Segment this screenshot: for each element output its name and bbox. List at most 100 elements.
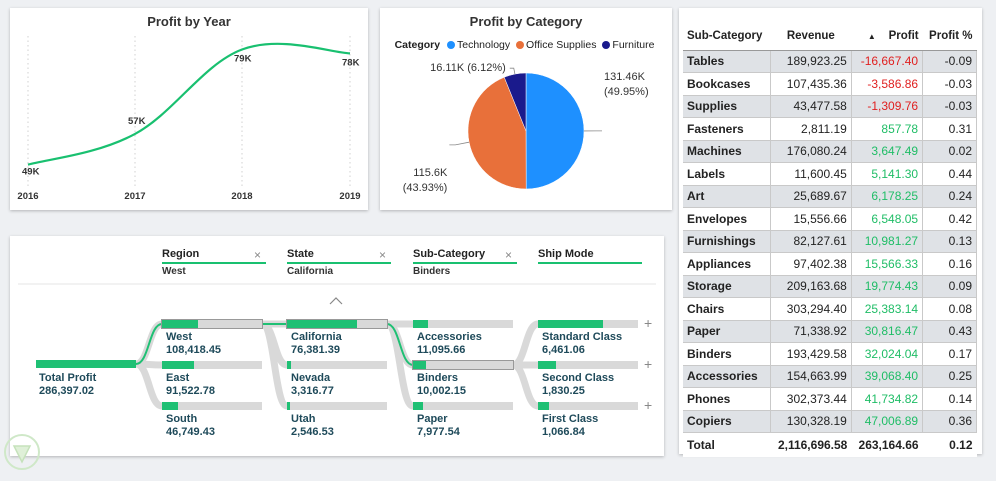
cell-revenue: 193,429.58 [769,342,852,366]
root-bar[interactable] [36,360,136,368]
node-bar[interactable] [538,320,638,328]
cell-revenue: 302,373.44 [769,387,852,411]
tree-node[interactable]: Standard Class 6,461.06 [542,331,622,357]
node-value: 6,461.06 [542,344,585,356]
node-bar[interactable] [413,402,513,410]
pie-slice-technology[interactable] [525,72,585,190]
header-region[interactable]: Region [162,248,200,260]
cell-profit: -1,309.76 [850,94,924,118]
cell-profit-pct: 0.36 [922,409,977,433]
header-sub-category[interactable]: Sub-Category [413,248,486,260]
sub-category-table-card[interactable]: Sub-Category Revenue ▲ Profit Profit % T… [679,8,982,457]
table-row[interactable]: Machines 176,080.24 3,647.49 0.02 [683,139,977,163]
legend-dot-icon [447,41,455,49]
cell-profit-pct: 0.43 [922,319,977,343]
header-state[interactable]: State [287,248,314,260]
root-value: 286,397.02 [39,385,95,397]
table-row[interactable]: Chairs 303,294.40 25,383.14 0.08 [683,297,977,321]
data-label: 57K [128,116,146,127]
expand-plus-icon[interactable]: + [644,315,653,331]
pie-slice-furniture[interactable] [503,72,527,132]
node-bar[interactable] [162,361,262,369]
sort-ascending-icon[interactable]: ▲ [867,31,876,41]
cell-sub-category: Furnishings [683,229,771,253]
tree-node[interactable]: First Class 1,066.84 [542,413,598,439]
profit-by-category-chart[interactable]: 131.46K (49.95%) 115.6K (43.93%) 16.11K (6.1… [380,8,672,210]
cell-sub-category: Paper [683,319,771,343]
node-bar[interactable] [287,402,387,410]
table-row[interactable]: Binders 193,429.58 32,024.04 0.17 [683,342,977,366]
table-row[interactable]: Bookcases 107,435.36 -3,586.86 -0.03 [683,72,977,96]
tree-node[interactable]: Utah 2,546.53 [291,413,334,439]
table-row[interactable]: Envelopes 15,556.66 6,548.05 0.42 [683,207,977,231]
col-header-profit-label: Profit [888,29,919,42]
node-bar[interactable] [161,319,263,329]
tree-node[interactable]: Accessories 11,095.66 [417,331,482,357]
remove-level-close-icon[interactable]: × [505,248,513,262]
pie-data-label: (43.93%) [403,182,448,194]
profit-by-year-chart[interactable]: 49K 57K 79K 78K 2016 2017 2018 2019 [10,8,368,210]
col-header-sub-category[interactable]: Sub-Category [683,22,771,51]
table-row[interactable]: Phones 302,373.44 41,734.82 0.14 [683,387,977,411]
chevron-up-icon[interactable] [329,297,343,305]
table-total-row: Total 2,116,696.58 263,164.66 0.12 [683,432,977,457]
profit-by-year-title: Profit by Year [147,14,231,29]
cell-profit-pct: 0.14 [922,387,977,411]
pie-leader-line [509,67,516,75]
node-bar[interactable] [287,361,387,369]
profit-by-year-card[interactable]: Profit by Year 49K 57K 79K 78K 2016 2017 2018 2… [10,8,368,210]
tree-node[interactable]: Paper 7,977.54 [417,413,460,439]
table-row[interactable]: Labels 11,600.45 5,141.30 0.44 [683,162,977,186]
table-row[interactable]: Copiers 130,328.19 47,006.89 0.36 [683,409,977,433]
col-header-profit-pct[interactable]: Profit % [922,22,977,51]
legend-item-furniture[interactable]: Furniture [602,39,654,51]
node-bar[interactable] [413,320,513,328]
header-underline [538,262,642,264]
expand-plus-icon[interactable]: + [644,397,653,413]
table-row[interactable]: Appliances 97,402.38 15,566.33 0.16 [683,252,977,276]
cell-profit-pct: -0.03 [922,94,977,118]
table-row[interactable]: Fasteners 2,811.19 857.78 0.31 [683,117,977,141]
profit-line[interactable] [27,42,351,166]
tree-node[interactable]: West 108,418.45 [166,331,221,357]
node-bar[interactable] [412,360,514,370]
legend-label: Furniture [612,39,655,51]
table-row[interactable]: Furnishings 82,127.61 10,981.27 0.13 [683,229,977,253]
profit-by-category-card[interactable]: Profit by Category Category Technology O… [380,8,672,210]
node-value: 11,095.66 [417,344,466,356]
node-bar[interactable] [162,402,262,410]
decomposition-tree-card[interactable]: Region × West State × California Sub-Category ×… [10,236,664,456]
cell-sub-category: Art [683,184,771,208]
tree-node[interactable]: California 76,381.39 [291,331,342,357]
table-row[interactable]: Storage 209,163.68 19,774.43 0.09 [683,274,977,298]
watermark-logo-icon [4,434,40,470]
tree-node[interactable]: Binders 10,002.15 [417,372,466,398]
cell-profit-pct: 0.17 [922,342,977,366]
tree-node[interactable]: Second Class 1,830.25 [542,372,614,398]
table-row[interactable]: Paper 71,338.92 30,816.47 0.43 [683,319,977,343]
legend-item-office-supplies[interactable]: Office Supplies [516,39,596,51]
col-header-profit[interactable]: ▲ Profit [851,22,923,51]
node-bar[interactable] [538,361,638,369]
cell-profit-pct: 0.24 [922,184,977,208]
remove-level-close-icon[interactable]: × [254,248,262,262]
table-row[interactable]: Accessories 154,663.99 39,068.40 0.25 [683,364,977,388]
root-node[interactable]: Total Profit 286,397.02 [39,372,96,398]
table-row[interactable]: Supplies 43,477.58 -1,309.76 -0.03 [683,94,977,118]
header-ship-mode[interactable]: Ship Mode [538,248,594,260]
node-value: 108,418.45 [166,344,222,356]
node-bar[interactable] [538,402,638,410]
legend-item-technology[interactable]: Technology [447,39,510,51]
cell-sub-category: Chairs [683,297,771,321]
cell-profit: -16,667.40 [850,49,924,73]
node-bar[interactable] [286,319,388,329]
tree-node[interactable]: Nevada 3,316.77 [291,372,334,398]
remove-level-close-icon[interactable]: × [379,248,387,262]
table-row[interactable]: Tables 189,923.25 -16,667.40 -0.09 [683,49,977,73]
tree-node[interactable]: South 46,749.43 [166,413,215,439]
table-row[interactable]: Art 25,689.67 6,178.25 0.24 [683,184,977,208]
col-header-revenue[interactable]: Revenue [770,22,852,51]
cell-profit: 10,981.27 [850,229,924,253]
expand-plus-icon[interactable]: + [644,356,653,372]
tree-node[interactable]: East 91,522.78 [166,372,215,398]
